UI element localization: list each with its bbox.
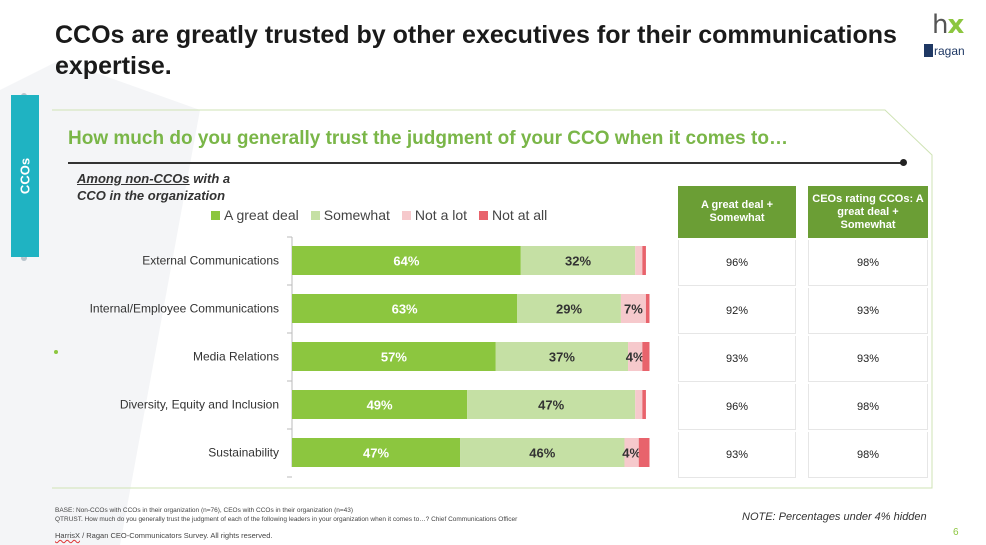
subgroup-line2: CCO in the organization — [77, 188, 226, 203]
bar-segment — [292, 438, 461, 467]
table-cell-agree: 92% — [678, 288, 796, 334]
page-title: CCOs are greatly trusted by other execut… — [55, 21, 897, 80]
bar-segment — [645, 294, 650, 323]
bar-segment — [638, 438, 650, 467]
page-number: 6 — [953, 527, 959, 538]
legend-item-great-deal: A great deal — [211, 207, 299, 223]
question-underline — [68, 162, 904, 164]
bar-segment — [642, 390, 646, 419]
source-credit: HarrisX / Ragan CEO-Communicators Survey… — [55, 531, 273, 540]
table-cell-agree: 93% — [678, 336, 796, 382]
legend-swatch — [211, 210, 220, 220]
table-cell-ceos: 98% — [808, 384, 928, 430]
legend-item-not-at-all: Not at all — [479, 207, 547, 223]
legend-item-not-a-lot: Not a lot — [401, 207, 467, 223]
legend-swatch — [479, 210, 489, 220]
data-label: 57% — [381, 350, 407, 365]
bar-segment — [292, 342, 496, 371]
table-cell-ceos: 93% — [808, 336, 928, 382]
data-label: 32% — [565, 254, 591, 269]
table-cell-ceos: 98% — [808, 432, 928, 478]
bar-segment — [517, 294, 621, 323]
category-label: Sustainability — [208, 446, 279, 460]
bar-segment — [642, 342, 650, 371]
data-label: 46% — [529, 446, 555, 461]
logo: hx ragan — [924, 10, 976, 66]
category-label: External Communications — [142, 254, 279, 268]
subgroup-emphasis: Among non-CCOs — [77, 171, 190, 186]
section-tab: CCOs — [11, 95, 39, 257]
table-cell-ceos: 98% — [808, 240, 928, 286]
bar-segment — [292, 246, 521, 275]
bar-segment — [635, 246, 643, 275]
category-label: Media Relations — [193, 350, 279, 364]
bar-segment — [642, 246, 646, 275]
data-label: 4% — [622, 446, 641, 461]
question-line-dot — [900, 159, 907, 166]
column-header-ceos: CEOs rating CCOs: A great deal + Somewha… — [808, 186, 928, 238]
data-label: 29% — [556, 302, 582, 317]
footnote-note: NOTE: Percentages under 4% hidden — [742, 511, 927, 523]
bar-segment — [620, 294, 646, 323]
data-label: 4% — [626, 350, 645, 365]
bar-segment — [628, 342, 643, 371]
data-label: 7% — [624, 302, 643, 317]
harrisx-logo: hx — [932, 10, 964, 40]
table-cell-agree: 96% — [678, 384, 796, 430]
table-cell-agree: 93% — [678, 432, 796, 478]
bar-segment — [292, 294, 518, 323]
bar-segment — [624, 438, 639, 467]
bar-segment — [460, 438, 625, 467]
question-heading: How much do you generally trust the judg… — [68, 128, 788, 149]
legend-item-somewhat: Somewhat — [310, 207, 390, 223]
category-label: Internal/Employee Communications — [90, 302, 279, 316]
table-cell-agree: 96% — [678, 240, 796, 286]
legend-swatch — [401, 210, 411, 220]
ragan-logo: ragan — [924, 44, 965, 58]
chart-legend: A great deal Somewhat Not a lot Not at a… — [211, 207, 547, 223]
data-label: 47% — [363, 446, 389, 461]
subgroup-rest: with a — [189, 171, 231, 186]
column-header-agree: A great deal + Somewhat — [678, 186, 796, 238]
category-label: Diversity, Equity and Inclusion — [120, 398, 279, 412]
legend-swatch — [310, 210, 320, 220]
bar-segment — [635, 390, 643, 419]
data-label: 64% — [393, 254, 419, 269]
subgroup-label: Among non-CCOs with a CCO in the organiz… — [77, 170, 230, 204]
base-note: BASE: Non-CCOs with CCOs in their organi… — [55, 507, 518, 523]
bar-segment — [520, 246, 636, 275]
bar-segment — [467, 390, 636, 419]
data-label: 47% — [538, 398, 564, 413]
data-label: 49% — [367, 398, 393, 413]
table-cell-ceos: 93% — [808, 288, 928, 334]
data-label: 37% — [549, 350, 575, 365]
bar-segment — [495, 342, 629, 371]
bar-segment — [292, 390, 468, 419]
data-label: 63% — [392, 302, 418, 317]
